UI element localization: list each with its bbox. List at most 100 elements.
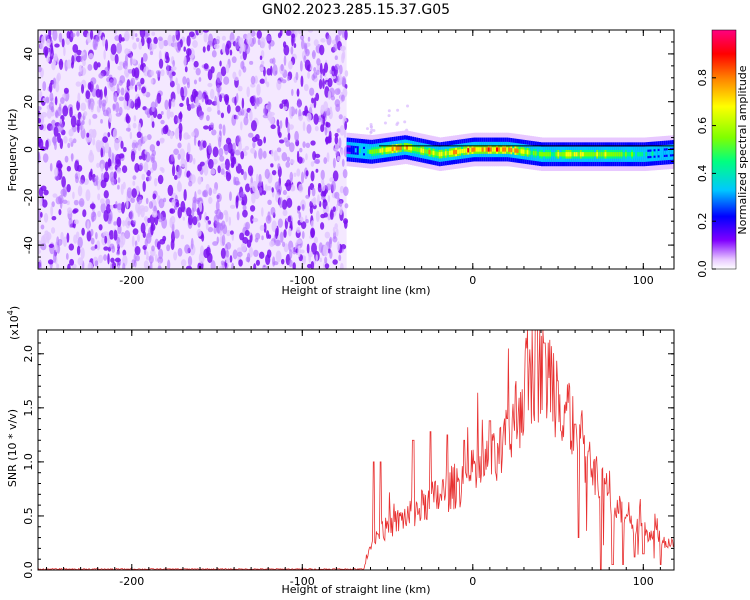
noise-blob: [122, 181, 126, 190]
noise-blob: [244, 44, 251, 55]
noise-blob: [238, 259, 243, 267]
noise-blob: [88, 152, 95, 163]
noise-blob: [297, 156, 303, 164]
noise-blob: [212, 241, 219, 246]
signal-cell: [512, 148, 516, 153]
noise-blob: [105, 198, 111, 206]
signal-cell: [639, 152, 643, 157]
noise-blob: [183, 188, 187, 201]
noise-blob: [193, 128, 199, 138]
y-tick-label: 20: [22, 95, 35, 109]
signal-cell: [391, 146, 395, 152]
noise-blob: [220, 112, 225, 119]
noise-blob: [147, 174, 152, 182]
noise-blob: [280, 63, 284, 72]
noise-blob: [237, 251, 243, 257]
noise-blob: [124, 30, 130, 42]
noise-blob: [211, 50, 217, 58]
noise-blob: [73, 199, 79, 206]
noise-blob: [312, 150, 317, 161]
noise-blob: [46, 55, 50, 63]
noise-blob: [117, 265, 121, 269]
noise-blob: [118, 79, 123, 86]
noise-blob: [279, 103, 284, 109]
noise-blob: [122, 220, 126, 227]
noise-blob: [134, 162, 140, 173]
noise-blob: [103, 86, 108, 98]
noise-blob: [239, 191, 246, 198]
noise-blob: [52, 60, 57, 66]
noise-blob: [125, 72, 129, 78]
noise-blob: [151, 31, 156, 36]
noise-blob: [167, 259, 171, 269]
noise-blob: [247, 132, 254, 138]
noise-blob: [143, 161, 149, 173]
noise-blob: [62, 105, 69, 117]
noise-blob: [208, 196, 213, 204]
noise-blob: [329, 177, 335, 183]
noise-blob: [218, 265, 223, 269]
noise-blob: [192, 40, 198, 48]
noise-blob: [270, 65, 273, 76]
noise-blob: [122, 60, 128, 70]
noise-blob: [217, 110, 221, 115]
noise-blob: [100, 119, 103, 124]
noise-blob: [129, 210, 134, 221]
signal-cell: [518, 148, 522, 154]
noise-blob: [314, 125, 319, 132]
noise-blob: [193, 90, 199, 97]
noise-blob: [311, 74, 315, 81]
noise-blob: [323, 157, 328, 165]
noise-speck: [396, 108, 400, 112]
signal-cell: [628, 152, 633, 157]
noise-blob: [307, 71, 310, 79]
noise-blob: [89, 30, 94, 40]
colorbar-tick-label: 0.0: [696, 260, 709, 278]
signal-cell: [563, 152, 567, 157]
signal-cell: [498, 147, 502, 152]
noise-blob: [103, 49, 106, 60]
x-tick-label: -100: [290, 575, 315, 588]
signal-cell: [524, 149, 528, 155]
noise-blob: [308, 253, 311, 263]
signal-cell: [493, 147, 498, 152]
signal-cell: [614, 152, 618, 157]
signal-cell: [645, 151, 649, 157]
noise-blob: [320, 124, 325, 133]
x-tick-label: -100: [290, 274, 315, 287]
noise-blob: [323, 101, 329, 112]
noise-blob: [310, 220, 314, 228]
noise-blob: [75, 55, 82, 63]
noise-blob: [38, 248, 41, 255]
noise-blob: [132, 58, 137, 65]
noise-blob: [52, 193, 58, 198]
signal-cell: [397, 145, 401, 151]
noise-blob: [301, 231, 305, 239]
signal-cell: [573, 152, 577, 157]
noise-blob: [139, 30, 146, 39]
noise-blob: [208, 187, 213, 196]
noise-blob: [90, 246, 96, 251]
noise-speck: [369, 123, 373, 127]
noise-blob: [341, 158, 345, 167]
noise-blob: [277, 155, 280, 161]
noise-blob: [276, 119, 280, 127]
noise-blob: [274, 239, 281, 247]
noise-blob: [72, 138, 77, 144]
noise-blob: [40, 224, 45, 230]
noise-blob: [325, 183, 332, 191]
noise-blob: [264, 168, 270, 180]
noise-blob: [137, 144, 142, 152]
noise-blob: [131, 188, 137, 198]
noise-blob: [310, 161, 315, 167]
noise-blob: [335, 151, 339, 157]
noise-blob: [90, 101, 95, 113]
noise-blob: [45, 96, 50, 104]
noise-blob: [122, 262, 126, 269]
noise-blob: [341, 78, 346, 87]
signal-cell: [637, 152, 641, 157]
signal-cell: [602, 152, 606, 157]
noise-blob: [108, 230, 115, 240]
noise-blob: [117, 177, 121, 184]
noise-blob: [334, 55, 338, 61]
